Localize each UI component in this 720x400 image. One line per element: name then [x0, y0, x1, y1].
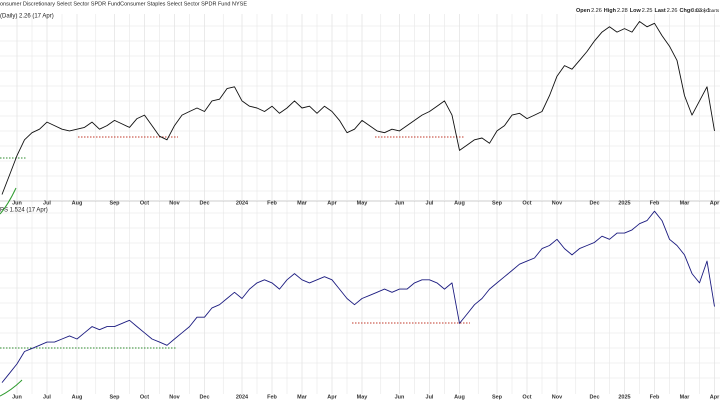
- quote-value: 2.26: [591, 8, 602, 14]
- x-tick-label: Jun: [395, 394, 405, 400]
- chart-title: onsumer Discretionary Select Sector SPDR…: [0, 1, 247, 7]
- panel-label: (Daily) 2.26 (17 Apr): [0, 14, 54, 20]
- x-tick-label: Sep: [492, 200, 503, 206]
- x-tick-label: Feb: [650, 200, 660, 206]
- quote-label: Open: [576, 8, 591, 14]
- grid: [0, 14, 720, 394]
- x-tick-label: Dec: [589, 200, 599, 206]
- quote: Open2.26 High2.28 Low2.25 Last2.26 Chg0.03 (…: [576, 8, 712, 14]
- quote-label: High: [604, 8, 617, 14]
- x-tick-label: 2025: [618, 394, 630, 400]
- x-tick-label: Oct: [522, 200, 531, 206]
- x-tick-label: Dec: [199, 394, 209, 400]
- x-tick-label: Jun: [12, 394, 22, 400]
- x-tick-label: Jul: [43, 200, 51, 206]
- quote-label: Chg: [679, 8, 690, 14]
- x-tick-label: Oct: [522, 394, 531, 400]
- trend-line: [0, 187, 17, 215]
- x-tick-label: 2025: [618, 200, 630, 206]
- x-tick-label: Aug: [72, 200, 83, 206]
- trend-line: [0, 379, 23, 397]
- x-tick-label: Aug: [72, 394, 83, 400]
- x-tick-label: Sep: [109, 200, 120, 206]
- x-tick-label: Mar: [680, 200, 691, 206]
- quote-value: 0.03 (-1.: [691, 8, 712, 14]
- x-tick-label: Aug: [454, 394, 465, 400]
- x-tick-label: Apr: [710, 200, 720, 206]
- quote-label: Low: [630, 8, 642, 14]
- x-tick-label: Dec: [589, 394, 599, 400]
- x-tick-label: 2024: [236, 394, 249, 400]
- x-tick-label: Nov: [552, 200, 563, 206]
- x-tick-label: Jun: [395, 200, 405, 206]
- x-tick-label: Feb: [650, 394, 660, 400]
- x-tick-label: Apr: [327, 394, 337, 400]
- panel-label: PS 1.524 (17 Apr): [0, 208, 48, 214]
- x-tick-label: Aug: [454, 200, 465, 206]
- x-tick-label: Dec: [199, 200, 209, 206]
- quote-value: 2.25: [642, 8, 653, 14]
- quote-value: 2.26: [667, 8, 678, 14]
- x-tick-label: Jul: [43, 394, 51, 400]
- x-tick-label: Feb: [267, 200, 277, 206]
- x-tick-label: Oct: [140, 394, 149, 400]
- x-tick-label: 2024: [236, 200, 249, 206]
- x-tick-label: Apr: [327, 200, 337, 206]
- x-tick-label: Jul: [426, 200, 434, 206]
- x-tick-label: Jul: [426, 394, 434, 400]
- x-tick-label: May: [357, 394, 369, 400]
- x-tick-label: May: [357, 200, 369, 206]
- x-tick-label: Nov: [169, 394, 180, 400]
- x-tick-label: Oct: [140, 200, 149, 206]
- price-line: [1, 21, 715, 195]
- quote-value: 2.28: [617, 8, 628, 14]
- x-tick-label: Feb: [267, 394, 277, 400]
- x-tick-label: Sep: [492, 394, 503, 400]
- x-tick-label: Mar: [297, 200, 308, 206]
- x-tick-label: Jun: [12, 200, 22, 206]
- x-tick-label: Apr: [710, 394, 720, 400]
- x-tick-label: Sep: [109, 394, 120, 400]
- price-line: [1, 210, 715, 383]
- quote-label: Last: [654, 8, 665, 14]
- x-tick-label: Nov: [169, 200, 180, 206]
- x-tick-label: Nov: [552, 394, 563, 400]
- x-tick-label: Mar: [297, 394, 308, 400]
- x-tick-label: Mar: [680, 394, 691, 400]
- source: © StockCharts: [690, 7, 720, 13]
